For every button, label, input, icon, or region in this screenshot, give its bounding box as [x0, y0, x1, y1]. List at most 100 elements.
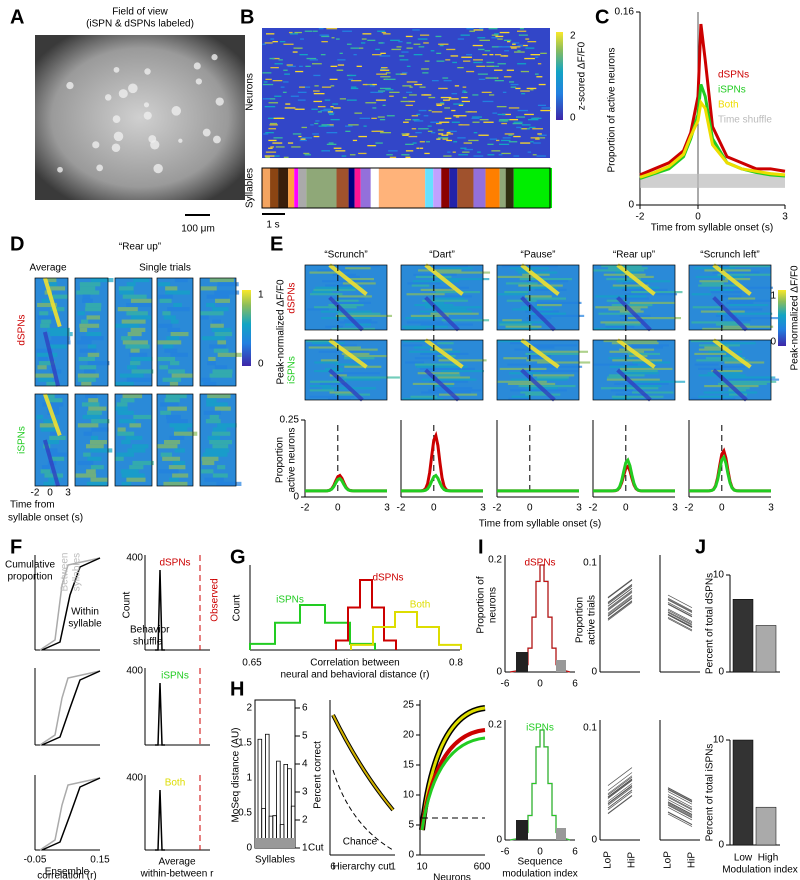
label: 0: [258, 359, 264, 370]
heatmap-cell: [463, 60, 471, 62]
paired-line: [607, 600, 633, 619]
y-tick-label: 0: [293, 492, 299, 503]
curve: [401, 430, 483, 493]
heatmap-cell: [473, 29, 484, 31]
heatmap-row: [200, 315, 209, 320]
paired-line: [667, 608, 693, 622]
heatmap-row: [438, 393, 478, 396]
label: (iSPN & dSPNs labeled): [86, 19, 194, 30]
heatmap-row: [169, 423, 193, 428]
panel-letter: F: [10, 536, 22, 558]
heatmap-row: [46, 448, 58, 453]
heatmap-row: [724, 317, 779, 320]
panel-letter: E: [270, 233, 283, 255]
heatmap-cell: [436, 103, 445, 105]
heatmap-row: [536, 346, 555, 349]
paired-line: [607, 579, 633, 599]
heatmap-row: [607, 376, 625, 379]
heatmap-cell: [458, 154, 469, 156]
heatmap-streak: [328, 296, 364, 332]
heatmap-row: [125, 435, 143, 440]
heatmap-cell: [265, 78, 272, 80]
heatmap-row: [341, 352, 370, 355]
heatmap-row: [212, 319, 221, 324]
heatmap-cell: [453, 103, 464, 105]
heatmap-row: [510, 342, 530, 345]
heatmap-cell: [406, 42, 412, 44]
y-tick-label: 0: [718, 667, 724, 678]
heatmap-cell: [462, 90, 466, 92]
heatmap-streak: [520, 368, 556, 402]
x-tick-label: -2: [589, 503, 598, 514]
heatmap-cell: [497, 113, 506, 116]
heatmap-cell: [536, 76, 543, 78]
paired-line: [607, 594, 633, 614]
legend-entry: dSPNs: [718, 70, 749, 81]
heatmap-row: [82, 298, 93, 303]
label: -6: [501, 847, 510, 858]
heatmap-cell: [439, 121, 450, 123]
heatmap-cell: [358, 135, 367, 138]
heatmap-row: [48, 340, 71, 345]
heatmap-row: [507, 382, 556, 385]
cell: [128, 83, 138, 94]
heatmap-cell: [284, 73, 290, 75]
heatmap-row: [313, 288, 356, 291]
dendrogram-branch: [276, 760, 281, 848]
heatmap-row: [87, 456, 102, 461]
heatmap-cell: [389, 156, 397, 158]
heatmap-cell: [537, 133, 542, 135]
heatmap-cell: [513, 155, 520, 157]
heatmap-cell: [297, 91, 307, 93]
heatmap-cell: [295, 108, 305, 110]
label: 0: [537, 847, 543, 858]
paired-line: [607, 592, 633, 611]
x-tick-label: 0: [527, 503, 533, 514]
heatmap-cell: [484, 50, 491, 52]
heatmap-cell: [295, 70, 304, 73]
heatmap-row: [310, 380, 347, 383]
heatmap-row: [611, 342, 659, 345]
heatmap-cell: [514, 51, 525, 53]
heatmap-cell: [396, 46, 402, 48]
heatmap-row: [173, 431, 198, 436]
cdf: [39, 777, 101, 851]
heatmap-row: [728, 378, 780, 381]
heatmap-cell: [312, 133, 319, 135]
heatmap-row: [158, 282, 171, 287]
heatmap-cell: [486, 61, 495, 64]
heatmap-row: [217, 465, 226, 470]
heatmap-cell: [478, 48, 485, 51]
heatmap-row: [343, 357, 375, 360]
heatmap-cell: [443, 80, 452, 82]
heatmap-row: [211, 327, 232, 332]
heatmap-row: [314, 361, 339, 364]
heatmap-row: [37, 365, 47, 370]
heatmap-row: [339, 275, 360, 278]
heatmap-row: [438, 308, 467, 311]
heatmap-row: [127, 365, 138, 370]
label: 0: [496, 667, 502, 678]
heatmap-row: [338, 265, 380, 268]
heatmap-cell: [278, 59, 283, 61]
y-tick-label: 15: [403, 760, 415, 771]
heatmap-cell: [264, 42, 273, 44]
heatmap-cell: [303, 152, 310, 155]
heatmap-row: [214, 290, 240, 295]
heatmap-row: [330, 299, 359, 302]
heatmap-cell: [517, 109, 529, 112]
heatmap-cell: [314, 85, 319, 87]
histogram: [350, 611, 462, 650]
heatmap-row: [517, 271, 558, 274]
heatmap-cell: [401, 72, 408, 74]
heatmap-row: [90, 278, 114, 283]
heatmap-row: [165, 394, 187, 399]
heatmap-cell: [527, 119, 539, 121]
heatmap-row: [170, 361, 180, 366]
heatmap-row: [130, 298, 152, 303]
heatmap-cell: [268, 128, 277, 130]
heatmap-row: [78, 356, 95, 362]
heatmap-cell: [345, 130, 351, 132]
heatmap-cell: [489, 54, 494, 56]
y-tick-label: 0.5: [238, 808, 252, 819]
